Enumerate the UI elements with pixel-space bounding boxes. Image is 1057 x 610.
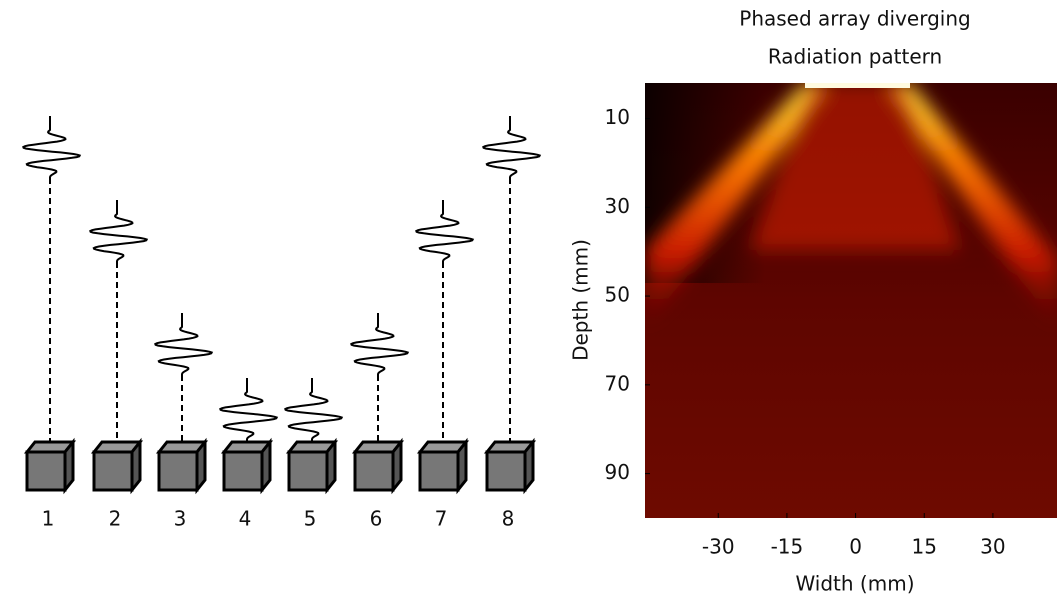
element-label: 8 xyxy=(502,507,515,531)
element-label: 7 xyxy=(435,507,448,531)
element-label: 2 xyxy=(109,507,122,531)
y-tick-label: 90 xyxy=(605,460,630,484)
wave xyxy=(350,313,410,375)
y-tick-label: 10 xyxy=(605,105,630,129)
wave xyxy=(22,116,82,178)
plot-title: Phased array diverging xyxy=(739,7,970,31)
element-label: 1 xyxy=(42,507,55,531)
x-tick-label: 15 xyxy=(912,535,937,559)
wave xyxy=(219,378,279,440)
y-tick-label: 30 xyxy=(605,194,630,218)
plot-title: Radiation pattern xyxy=(768,45,942,69)
element-front xyxy=(157,450,199,492)
x-axis-label: Width (mm) xyxy=(795,572,914,596)
element-label: 6 xyxy=(370,507,383,531)
element-front xyxy=(25,450,67,492)
wave xyxy=(89,200,149,262)
element-front xyxy=(287,450,329,492)
y-tick-label: 70 xyxy=(605,371,630,395)
wave xyxy=(284,378,344,440)
y-tick-label: 50 xyxy=(605,283,630,307)
element-front xyxy=(353,450,395,492)
element-label: 4 xyxy=(239,507,252,531)
x-tick-label: -30 xyxy=(702,535,735,559)
x-tick-label: 0 xyxy=(849,535,862,559)
element-front xyxy=(485,450,527,492)
wave xyxy=(415,200,475,262)
element-front xyxy=(418,450,460,492)
wave xyxy=(154,313,214,375)
x-tick-label: 30 xyxy=(980,535,1005,559)
radiation-heatmap xyxy=(645,83,1057,518)
wave xyxy=(482,116,542,178)
element-label: 5 xyxy=(304,507,317,531)
element-front xyxy=(222,450,264,492)
element-front xyxy=(92,450,134,492)
element-label: 3 xyxy=(174,507,187,531)
x-tick-label: -15 xyxy=(771,535,804,559)
y-axis-label: Depth (mm) xyxy=(569,239,593,361)
